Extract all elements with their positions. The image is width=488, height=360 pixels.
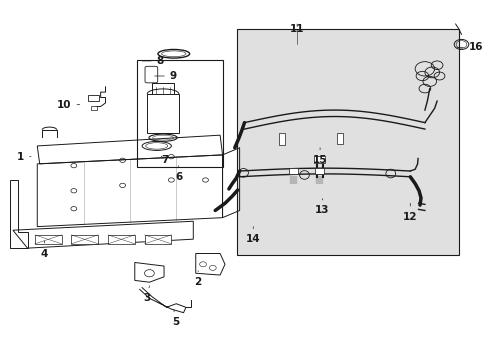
Text: 1: 1	[17, 152, 31, 162]
Bar	[237, 30, 458, 255]
Text: 10: 10	[57, 100, 80, 110]
Bar	[314, 156, 325, 163]
Bar	[108, 235, 135, 244]
Text: 14: 14	[245, 226, 260, 244]
Text: 11: 11	[289, 24, 304, 35]
Bar	[144, 235, 171, 244]
Text: 8: 8	[142, 56, 163, 66]
Text: 4: 4	[41, 241, 48, 258]
Text: 16: 16	[456, 42, 482, 52]
Text: 9: 9	[154, 71, 177, 81]
Bar	[88, 95, 99, 101]
Bar	[35, 235, 61, 244]
Text: 2: 2	[194, 271, 202, 287]
Text: 6: 6	[175, 166, 182, 182]
Bar	[288, 168, 297, 174]
Text: 15: 15	[312, 148, 326, 165]
Bar	[147, 94, 178, 134]
Bar	[71, 235, 98, 244]
Bar	[91, 106, 97, 110]
Text: 7: 7	[161, 155, 168, 165]
Text: 5: 5	[172, 310, 180, 327]
FancyBboxPatch shape	[145, 66, 158, 83]
Bar	[137, 60, 222, 167]
Bar	[336, 133, 342, 144]
Bar	[279, 134, 285, 145]
Text: 12: 12	[402, 203, 417, 221]
Text: 3: 3	[143, 286, 150, 303]
Text: 13: 13	[315, 199, 329, 216]
Bar	[315, 168, 324, 174]
